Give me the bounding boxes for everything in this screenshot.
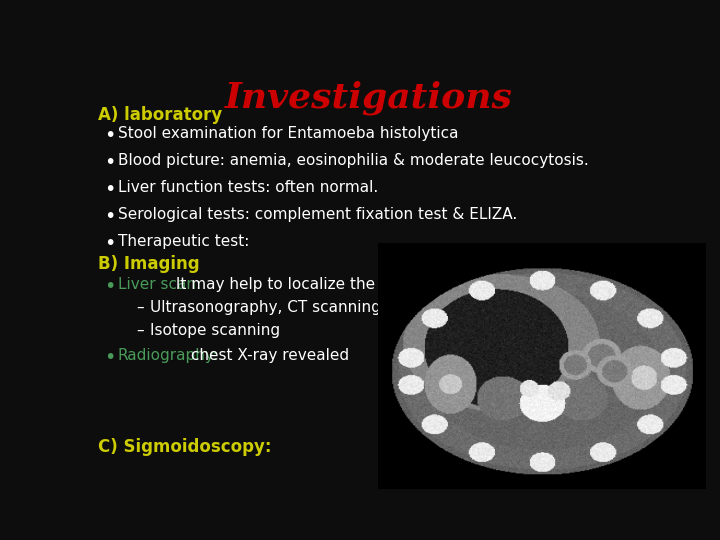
Text: It may help to localize the abscess.: It may help to localize the abscess.: [171, 276, 446, 292]
Text: •: •: [104, 180, 115, 199]
Text: •: •: [104, 207, 115, 226]
Text: Liver scan:: Liver scan:: [118, 276, 201, 292]
Text: A) laboratory: A) laboratory: [98, 106, 222, 124]
Text: Radiography:: Radiography:: [118, 348, 219, 363]
Text: •: •: [104, 153, 115, 172]
Text: Liver function tests: often normal.: Liver function tests: often normal.: [118, 180, 378, 195]
Text: Investigations: Investigations: [225, 80, 513, 114]
Text: chest X-ray revealed: chest X-ray revealed: [186, 348, 349, 363]
Text: Therapeutic test:: Therapeutic test:: [118, 234, 249, 249]
Text: –: –: [137, 323, 144, 338]
Text: •: •: [104, 276, 115, 295]
Text: Isotope scanning: Isotope scanning: [150, 323, 281, 338]
Text: Ultrasonography, CT scanning & MRI: Ultrasonography, CT scanning & MRI: [150, 300, 431, 315]
Text: Blood picture: anemia, eosinophilia & moderate leucocytosis.: Blood picture: anemia, eosinophilia & mo…: [118, 153, 589, 168]
Text: •: •: [104, 126, 115, 145]
Text: Serological tests: complement fixation test & ELIZA.: Serological tests: complement fixation t…: [118, 207, 517, 222]
Text: –: –: [137, 300, 144, 315]
Text: C) Sigmoidoscopy:: C) Sigmoidoscopy:: [98, 438, 271, 456]
Text: •: •: [104, 348, 115, 367]
Text: Stool examination for Entamoeba histolytica: Stool examination for Entamoeba histolyt…: [118, 126, 459, 141]
Text: •: •: [104, 234, 115, 253]
Text: B) Imaging: B) Imaging: [98, 255, 199, 273]
